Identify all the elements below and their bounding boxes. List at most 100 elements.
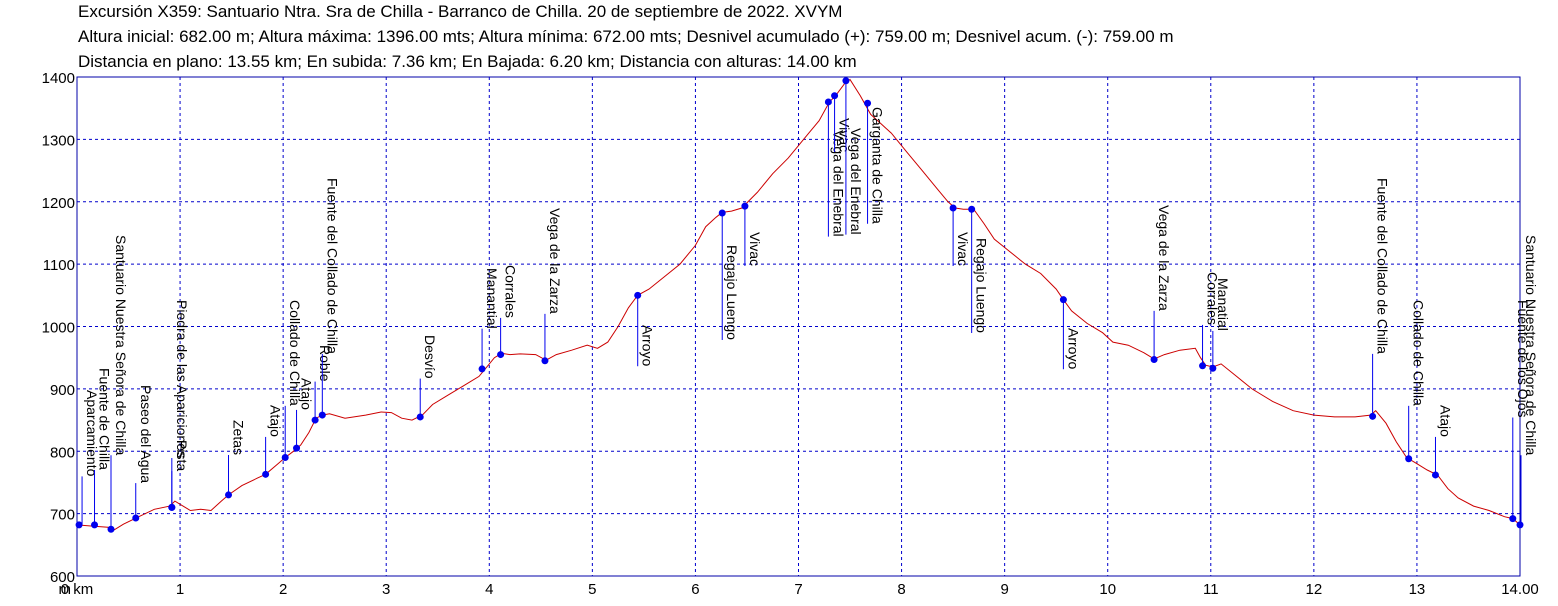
waypoint-marker: Fuente de los Ojos [1509, 300, 1531, 523]
x-tick-label: 3 [382, 581, 390, 598]
waypoint-marker: Arroyo [634, 291, 656, 366]
waypoint-label: Corrales [503, 265, 519, 318]
waypoint-label: Vega de la Zarza [1156, 205, 1172, 311]
y-tick-label: 1300 [42, 132, 75, 149]
waypoint-label: Regajo Luengo [974, 238, 990, 333]
y-tick-label: 700 [50, 507, 75, 524]
waypoint-marker: Vega de la Zarza [1150, 205, 1172, 364]
plot-frame [76, 76, 1521, 577]
x-tick-label: 11 [1203, 581, 1219, 598]
waypoint-label: Regajo Luengo [724, 245, 740, 340]
waypoint-marker: Pista [168, 440, 190, 511]
grid-lines [77, 77, 1520, 576]
waypoint-label: Desvío [422, 335, 438, 379]
y-tick-label: 900 [50, 382, 75, 399]
waypoint-marker: Collado de Chilla [1405, 300, 1427, 463]
waypoint-marker: Aparcamiento [75, 390, 100, 529]
waypoint-marker: Zetas [225, 420, 247, 499]
waypoint-marker: Atajo [293, 378, 315, 452]
waypoint-label: Atajo [1437, 405, 1453, 437]
waypoint-marker: Fuente del Collado de Chilla [318, 178, 340, 419]
waypoint-marker: Santuario Nuestra Señora de Chilla [1516, 235, 1539, 529]
waypoint-marker: Atajo [1431, 405, 1453, 479]
x-tick-label: 0 km [61, 581, 94, 598]
elevation-summary: Altura inicial: 682.00 m; Altura máxima:… [78, 27, 1174, 46]
waypoint-label: Roble [317, 345, 333, 382]
waypoint-marker: Manatial [1209, 278, 1231, 372]
elevation-profile-line [76, 78, 1521, 532]
waypoint-label: Piedra de las Apariciones [174, 300, 190, 458]
chart-title: Excursión X359: Santuario Ntra. Sra de C… [78, 2, 843, 21]
x-tick-label: 14.00 [1501, 581, 1539, 598]
axis-ticks: 0 km 1 2 3 4 5 6 7 8 9 10 11 12 13 14.0060070080090010… [42, 70, 1539, 598]
waypoint-marker: Vivac [949, 204, 971, 266]
waypoint-marker: Vega del Enebral [824, 98, 846, 237]
waypoint-marker: Atajo [262, 405, 284, 478]
waypoint-dot [75, 521, 83, 529]
waypoint-label: Aparcamiento [84, 390, 100, 477]
waypoint-label: Vivac [747, 232, 763, 266]
waypoint-marker: Vivac [741, 202, 763, 266]
waypoint-marker: Fuente de Chilla [91, 368, 113, 529]
x-tick-label: 13 [1409, 581, 1426, 598]
waypoint-label: Atajo [268, 405, 284, 437]
waypoint-label: Vivac [955, 232, 971, 266]
waypoint-marker: Garganta de Chilla [864, 99, 886, 224]
waypoint-label: Fuente del Collado de Chilla [1375, 178, 1391, 354]
waypoint-marker: Corrales [1199, 272, 1221, 370]
waypoint-label: Fuente de Chilla [97, 368, 113, 470]
waypoint-label: Arroyo [640, 325, 656, 366]
waypoint-marker: Collado de Chilla [281, 300, 303, 461]
waypoint-label: Atajo [299, 378, 315, 410]
y-tick-label: 1400 [42, 70, 75, 87]
waypoint-marker: Regajo Luengo [718, 209, 740, 340]
waypoint-label: Garganta de Chilla [870, 107, 886, 224]
waypoint-label: Collado de Chilla [287, 300, 303, 406]
waypoint-label: Vega del Enebral [848, 128, 864, 235]
waypoint-label: Manantial [484, 268, 500, 329]
y-unit-label: m [59, 581, 72, 598]
y-tick-label: 1200 [42, 195, 75, 212]
waypoint-marker: Regajo Luengo [968, 205, 990, 333]
waypoint-marker: Desvío [416, 335, 438, 421]
x-tick-label: 7 [794, 581, 802, 598]
waypoint-marker: Vega de la Zarza [541, 208, 563, 365]
waypoint-marker: Arroyo [1059, 296, 1081, 369]
waypoint-marker: Santuario Nuestra Señora de Chilla [107, 235, 129, 533]
y-tick-label: 800 [50, 444, 75, 461]
x-tick-label: 1 [176, 581, 184, 598]
waypoint-marker: Vivac [831, 92, 853, 152]
waypoint-label: Collado de Chilla [1411, 300, 1427, 406]
waypoint-label: Fuente del Collado de Chilla [324, 178, 340, 354]
waypoint-label: Pista [174, 440, 190, 471]
x-tick-label: 10 [1099, 581, 1116, 598]
waypoint-marker: Corrales [497, 265, 519, 359]
waypoint-label: Vega de la Zarza [547, 208, 563, 314]
distance-summary: Distancia en plano: 13.55 km; En subida:… [78, 52, 857, 71]
waypoint-label: Arroyo [1065, 328, 1081, 369]
waypoint-label: Fuente de los Ojos [1515, 300, 1531, 418]
waypoint-marker: Manantial [478, 268, 500, 373]
waypoint-label: Manatial [1215, 278, 1231, 331]
y-tick-label: 600 [50, 569, 75, 586]
x-tick-label: 2 [279, 581, 287, 598]
waypoint-marker: Fuente del Collado de Chilla [1369, 178, 1391, 420]
waypoint-dot [1516, 521, 1524, 529]
x-tick-label: 4 [485, 581, 493, 598]
y-tick-label: 1100 [43, 257, 75, 274]
waypoint-label: Vega del Enebral [830, 130, 846, 237]
waypoint-label: Santuario Nuestra Señora de Chilla [1523, 235, 1539, 455]
x-tick-label: 6 [691, 581, 699, 598]
waypoint-marker: Paseo del Agua [132, 385, 154, 522]
x-tick-label: 8 [897, 581, 905, 598]
x-tick-label: 12 [1306, 581, 1323, 598]
y-tick-label: 1000 [42, 320, 75, 337]
waypoint-label: Vivac [837, 118, 853, 152]
waypoint-label: Corrales [1205, 272, 1221, 325]
waypoint-label: Santuario Nuestra Señora de Chilla [113, 235, 129, 455]
waypoint-marker: Roble [311, 345, 333, 424]
x-tick-label: 5 [588, 581, 596, 598]
waypoint-label: Paseo del Agua [138, 385, 154, 483]
